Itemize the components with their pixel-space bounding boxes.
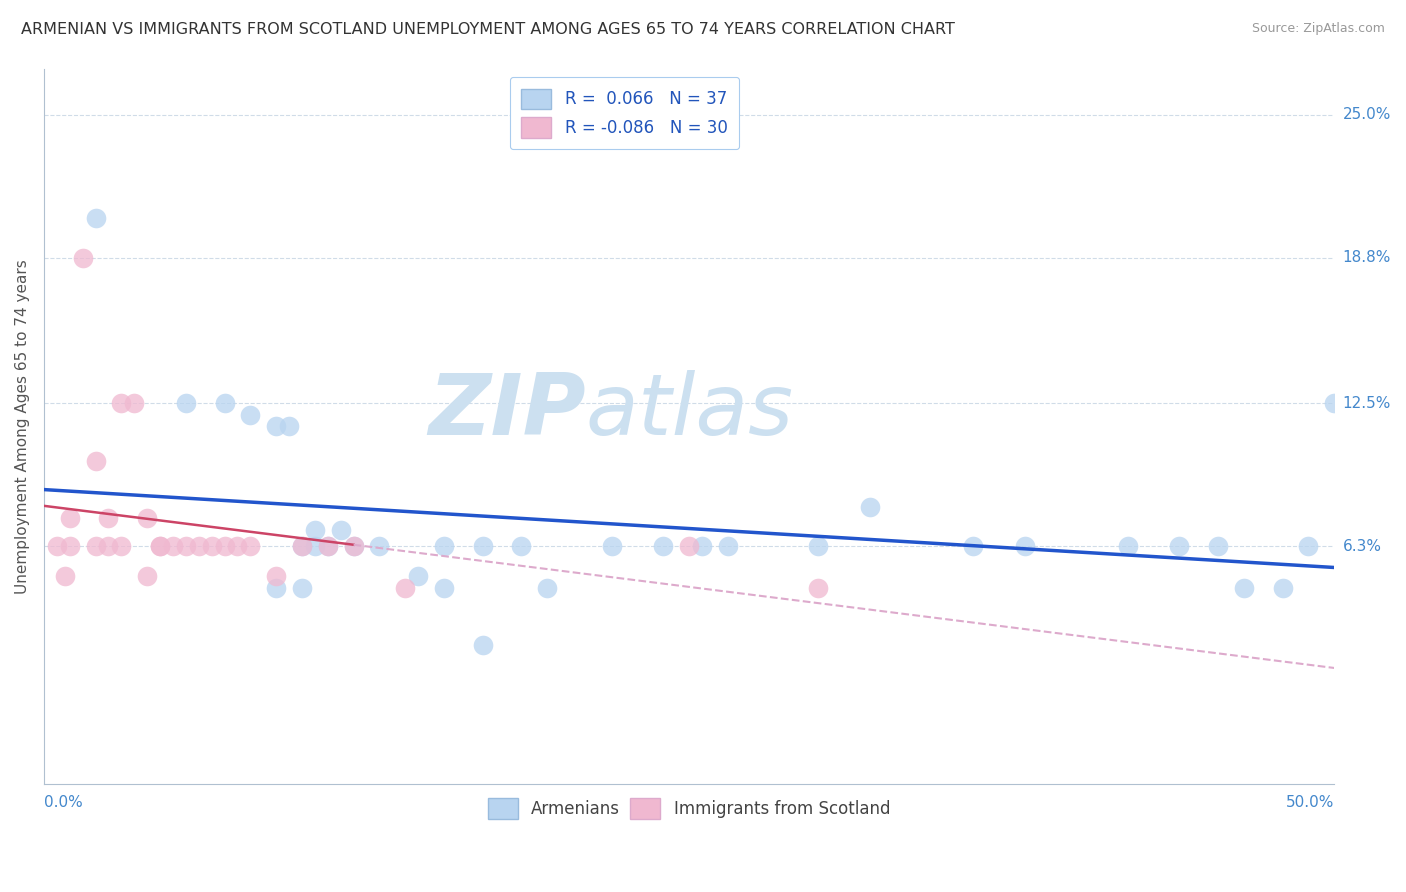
Point <box>471 638 494 652</box>
Point <box>291 539 314 553</box>
Point <box>406 569 429 583</box>
Point <box>316 539 339 553</box>
Point <box>214 396 236 410</box>
Point <box>174 539 197 553</box>
Point <box>187 539 209 553</box>
Point <box>97 511 120 525</box>
Point <box>110 539 132 553</box>
Point <box>264 419 287 434</box>
Point <box>1298 539 1320 553</box>
Point <box>394 581 416 595</box>
Text: atlas: atlas <box>586 370 794 453</box>
Point <box>53 569 76 583</box>
Text: ARMENIAN VS IMMIGRANTS FROM SCOTLAND UNEMPLOYMENT AMONG AGES 65 TO 74 YEARS CORR: ARMENIAN VS IMMIGRANTS FROM SCOTLAND UNE… <box>21 22 955 37</box>
Point <box>264 581 287 595</box>
Point <box>226 539 249 553</box>
Point <box>859 500 882 514</box>
Point <box>368 539 391 553</box>
Point <box>84 539 107 553</box>
Point <box>600 539 623 553</box>
Text: 12.5%: 12.5% <box>1343 395 1391 410</box>
Point <box>174 396 197 410</box>
Point <box>962 539 984 553</box>
Point <box>433 539 456 553</box>
Point <box>239 539 262 553</box>
Point <box>678 539 700 553</box>
Point <box>304 539 326 553</box>
Text: 25.0%: 25.0% <box>1343 107 1391 122</box>
Point <box>162 539 184 553</box>
Point <box>110 396 132 410</box>
Point <box>329 523 352 537</box>
Point <box>239 408 262 422</box>
Point <box>536 581 558 595</box>
Point <box>316 539 339 553</box>
Point <box>278 419 301 434</box>
Point <box>59 539 82 553</box>
Point <box>807 539 830 553</box>
Text: 0.0%: 0.0% <box>44 796 83 810</box>
Point <box>304 523 326 537</box>
Point <box>97 539 120 553</box>
Y-axis label: Unemployment Among Ages 65 to 74 years: Unemployment Among Ages 65 to 74 years <box>15 259 30 593</box>
Point <box>59 511 82 525</box>
Point <box>652 539 675 553</box>
Point <box>433 581 456 595</box>
Point <box>1233 581 1256 595</box>
Point <box>342 539 364 553</box>
Point <box>72 251 94 265</box>
Point <box>214 539 236 553</box>
Legend: Armenians, Immigrants from Scotland: Armenians, Immigrants from Scotland <box>481 792 897 825</box>
Point <box>471 539 494 553</box>
Point <box>136 511 159 525</box>
Point <box>264 569 287 583</box>
Point <box>84 454 107 468</box>
Text: 50.0%: 50.0% <box>1286 796 1334 810</box>
Point <box>342 539 364 553</box>
Point <box>1271 581 1294 595</box>
Point <box>690 539 713 553</box>
Point <box>291 539 314 553</box>
Point <box>201 539 224 553</box>
Point <box>84 211 107 226</box>
Point <box>291 581 314 595</box>
Point <box>136 569 159 583</box>
Point <box>1323 396 1346 410</box>
Point <box>149 539 172 553</box>
Point <box>1168 539 1191 553</box>
Text: Source: ZipAtlas.com: Source: ZipAtlas.com <box>1251 22 1385 36</box>
Text: 6.3%: 6.3% <box>1343 539 1382 554</box>
Point <box>1014 539 1036 553</box>
Point <box>1116 539 1139 553</box>
Point <box>45 539 67 553</box>
Point <box>717 539 740 553</box>
Point <box>1206 539 1229 553</box>
Point <box>149 539 172 553</box>
Text: 18.8%: 18.8% <box>1343 250 1391 265</box>
Point <box>510 539 533 553</box>
Point <box>807 581 830 595</box>
Point <box>122 396 145 410</box>
Text: ZIP: ZIP <box>429 370 586 453</box>
